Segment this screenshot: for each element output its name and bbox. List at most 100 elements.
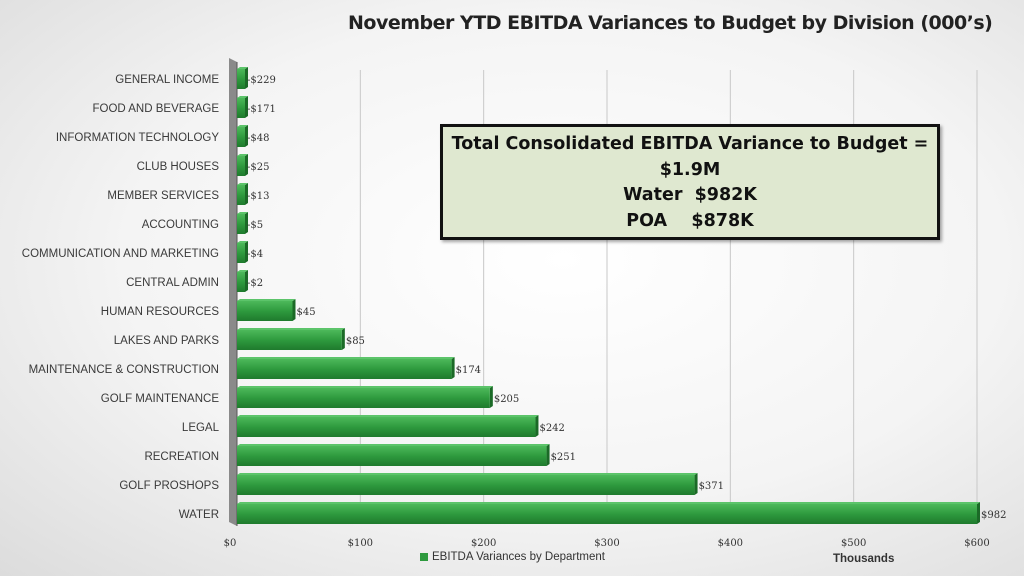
- category-label: MAINTENANCE & CONSTRUCTION: [29, 364, 219, 376]
- bar-top: [237, 96, 248, 98]
- bar-top: [237, 473, 698, 475]
- bar-top: [237, 183, 248, 185]
- value-label: -$171: [247, 104, 276, 115]
- category-label: CLUB HOUSES: [137, 161, 220, 173]
- bar-top: [237, 386, 493, 388]
- category-label: GOLF PROSHOPS: [119, 480, 219, 492]
- bar: [237, 446, 547, 466]
- bar-depth: [245, 125, 248, 147]
- bar: [237, 69, 245, 89]
- x-tick-labels: $0 $100 $200 $300 $400 $500 $600: [224, 538, 990, 549]
- category-label: ACCOUNTING: [142, 219, 219, 231]
- bar: [237, 127, 245, 147]
- x-tick-label: $600: [964, 538, 989, 549]
- category-label: GOLF MAINTENANCE: [101, 393, 220, 405]
- value-label: $205: [494, 394, 519, 405]
- bar-depth: [451, 357, 455, 379]
- category-label: WATER: [179, 509, 219, 521]
- bar-top: [237, 270, 248, 272]
- chart-title: November YTD EBITDA Variances to Budget …: [348, 12, 993, 34]
- legend-swatch: [420, 553, 428, 561]
- bar-top: [237, 154, 248, 156]
- x-tick-label: $200: [471, 538, 496, 549]
- category-axis: [229, 58, 238, 526]
- bar: [237, 214, 245, 234]
- bar-depth: [546, 444, 550, 466]
- category-label: GENERAL INCOME: [115, 74, 219, 86]
- category-label: CENTRAL ADMIN: [126, 277, 219, 289]
- callout-box: Total Consolidated EBITDA Variance to Bu…: [440, 124, 940, 240]
- bar-depth: [245, 154, 248, 176]
- callout-line-4: POA $878K: [626, 210, 754, 231]
- bars: [237, 67, 980, 524]
- category-label: RECREATION: [144, 451, 219, 463]
- bar-depth: [245, 270, 248, 292]
- legend-label: EBITDA Variances by Department: [432, 551, 605, 563]
- value-label: -$25: [247, 162, 269, 173]
- bar-depth: [977, 502, 980, 524]
- value-label: -$48: [247, 133, 269, 144]
- bar-depth: [245, 96, 248, 118]
- bar: [237, 98, 245, 118]
- value-label: $982: [981, 510, 1006, 521]
- value-label: -$4: [247, 249, 263, 260]
- callout-line-2: $1.9M: [659, 159, 721, 180]
- value-label: $45: [297, 307, 316, 318]
- value-label: $85: [346, 336, 365, 347]
- bar-top: [237, 212, 248, 214]
- bar: [237, 185, 245, 205]
- value-label: $242: [539, 423, 564, 434]
- bar-depth: [341, 328, 345, 350]
- bar-top: [237, 415, 539, 417]
- bar-top: [237, 67, 248, 69]
- bar: [237, 330, 342, 350]
- bar: [237, 243, 245, 263]
- bar: [237, 301, 293, 321]
- x-tick-label: $100: [348, 538, 373, 549]
- category-label: MEMBER SERVICES: [107, 190, 219, 202]
- value-label: -$2: [247, 278, 263, 289]
- bar-depth: [489, 386, 493, 408]
- callout-line-1: Total Consolidated EBITDA Variance to Bu…: [451, 134, 929, 154]
- category-label: COMMUNICATION AND MARKETING: [22, 248, 219, 260]
- value-label: $251: [551, 452, 576, 463]
- x-tick-label: $300: [594, 538, 619, 549]
- x-tick-label: $500: [841, 538, 866, 549]
- bar-depth: [245, 183, 248, 205]
- bar-depth: [694, 473, 698, 495]
- value-label: -$13: [247, 191, 269, 202]
- x-tick-label: $400: [718, 538, 743, 549]
- x-axis-unit-label: Thousands: [833, 553, 895, 565]
- value-label: -$229: [247, 75, 276, 86]
- bar-depth: [535, 415, 539, 437]
- axis-wall: [229, 58, 237, 526]
- x-tick-label: $0: [224, 538, 237, 549]
- bar: [237, 388, 490, 408]
- legend: EBITDA Variances by Department: [420, 551, 605, 563]
- bar-top: [237, 357, 455, 359]
- category-label: INFORMATION TECHNOLOGY: [56, 132, 219, 144]
- bar-top: [237, 502, 980, 504]
- value-label: $174: [456, 365, 481, 376]
- bar-top: [237, 444, 550, 446]
- bar-depth: [245, 212, 248, 234]
- callout-line-3: Water $982K: [623, 185, 757, 205]
- category-label: LAKES AND PARKS: [114, 335, 220, 347]
- bar: [237, 156, 245, 176]
- bar-depth: [245, 67, 248, 89]
- bar-top: [237, 328, 345, 330]
- value-labels: -$229 -$171 -$48 -$25 -$13 -$5 -$4 -$2 $45 $85 $17…: [247, 75, 1006, 521]
- value-label: -$5: [247, 220, 263, 231]
- bar: [237, 359, 452, 379]
- bar: [237, 504, 977, 524]
- bar-depth: [245, 241, 248, 263]
- bar: [237, 417, 536, 437]
- bar: [237, 272, 245, 292]
- bar-depth: [292, 299, 296, 321]
- bar-top: [237, 299, 296, 301]
- category-labels: GENERAL INCOME FOOD AND BEVERAGE INFORMATI…: [22, 74, 220, 521]
- category-label: HUMAN RESOURCES: [101, 306, 220, 318]
- bar: [237, 475, 695, 495]
- bar-top: [237, 125, 248, 127]
